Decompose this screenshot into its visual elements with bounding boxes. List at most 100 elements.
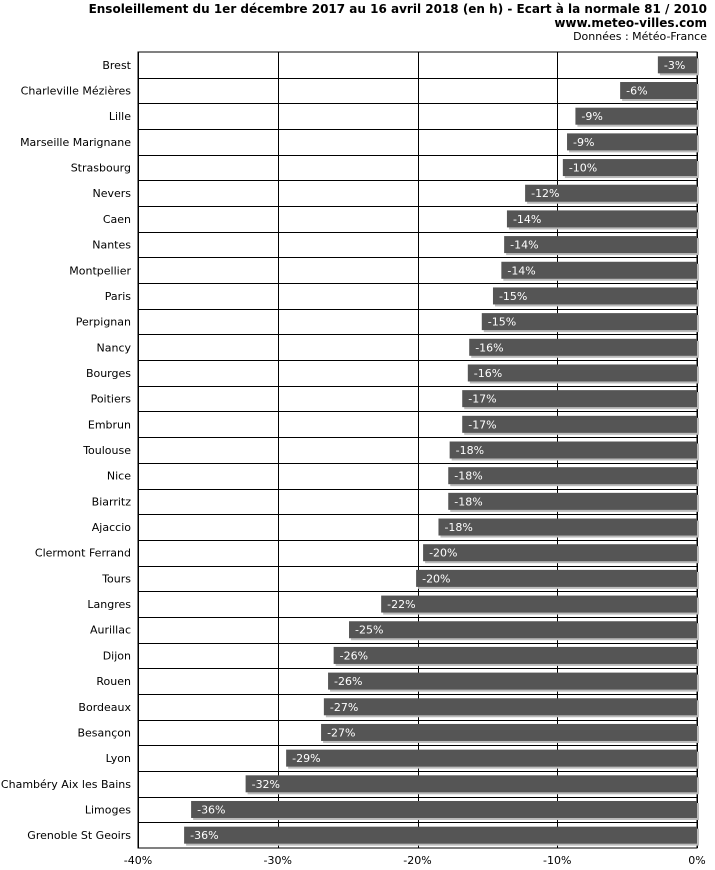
data-label: -22% [387, 598, 415, 611]
bar [333, 646, 697, 664]
category-label: Biarritz [92, 495, 132, 508]
category-label: Ajaccio [92, 521, 131, 534]
bar [321, 723, 697, 741]
data-label: -16% [475, 341, 503, 354]
website-label: www.meteo-villes.com [554, 16, 707, 30]
data-label: -15% [488, 316, 516, 329]
bar [381, 595, 697, 613]
category-label: Marseille Marignane [20, 136, 131, 149]
data-label: -26% [340, 649, 368, 662]
data-label: -9% [581, 110, 602, 123]
data-label: -10% [569, 162, 597, 175]
bar [506, 210, 697, 228]
bar [191, 800, 698, 818]
data-label: -15% [499, 290, 527, 303]
bar [462, 390, 697, 408]
data-label: -32% [252, 778, 280, 791]
data-label: -14% [507, 264, 535, 277]
category-label: Limoges [85, 803, 131, 816]
category-label: Rouen [96, 675, 131, 688]
data-label: -36% [197, 803, 225, 816]
bar [504, 236, 697, 254]
category-label: Lille [109, 110, 131, 123]
bar [328, 672, 697, 690]
category-label: Charleville Mézières [21, 85, 132, 98]
bar [657, 56, 697, 74]
data-label: -3% [664, 59, 685, 72]
category-label: Nice [107, 470, 131, 483]
data-label: -6% [626, 85, 647, 98]
data-label: -9% [573, 136, 594, 149]
chart-title: Ensoleillement du 1er décembre 2017 au 1… [88, 2, 707, 16]
bar [416, 569, 697, 587]
bar [184, 826, 697, 844]
data-label: -25% [355, 624, 383, 637]
category-label: Perpignan [76, 316, 131, 329]
bar [525, 184, 697, 202]
data-label: -14% [513, 213, 541, 226]
category-label: Brest [102, 59, 131, 72]
bar [620, 82, 697, 100]
category-label: Nantes [92, 239, 131, 252]
x-tick-label: -40% [124, 854, 152, 867]
bar [349, 621, 697, 639]
category-label: Toulouse [82, 444, 131, 457]
category-label: Dijon [103, 649, 131, 662]
category-label: Bourges [86, 367, 131, 380]
category-label: Chambéry Aix les Bains [1, 778, 131, 791]
source-label: Données : Météo-France [573, 30, 707, 43]
bar [448, 467, 697, 485]
category-label: Clermont Ferrand [35, 547, 131, 560]
data-label: -18% [444, 521, 472, 534]
data-label: -27% [327, 726, 355, 739]
data-label: -18% [454, 470, 482, 483]
category-label: Aurillac [90, 624, 131, 637]
data-label: -17% [468, 418, 496, 431]
data-label: -36% [190, 829, 218, 842]
bar [438, 518, 697, 536]
bar [481, 313, 697, 331]
bar [501, 261, 697, 279]
data-label: -26% [334, 675, 362, 688]
bar [467, 364, 697, 382]
data-label: -20% [429, 547, 457, 560]
bar [462, 415, 697, 433]
data-label: -12% [531, 187, 559, 200]
category-label: Nevers [92, 187, 131, 200]
x-tick-label: -20% [403, 854, 431, 867]
category-label: Nancy [97, 341, 132, 354]
data-label: -27% [330, 701, 358, 714]
bar [286, 749, 697, 767]
category-label: Poitiers [91, 393, 132, 406]
bar [423, 544, 697, 562]
x-tick-label: -30% [264, 854, 292, 867]
data-label: -18% [456, 444, 484, 457]
bar [469, 338, 697, 356]
bar [323, 698, 697, 716]
bar [245, 775, 698, 793]
data-label: -14% [510, 239, 538, 252]
category-label: Lyon [106, 752, 131, 765]
category-label: Strasbourg [71, 162, 131, 175]
bar [492, 287, 697, 305]
category-label: Paris [105, 290, 131, 303]
category-label: Langres [87, 598, 131, 611]
category-label: Embrun [88, 418, 131, 431]
category-label: Bordeaux [78, 701, 131, 714]
data-label: -29% [292, 752, 320, 765]
bar [567, 133, 697, 151]
data-label: -16% [474, 367, 502, 380]
category-label: Montpellier [69, 264, 131, 277]
x-tick-label: 0% [688, 854, 705, 867]
bar [449, 441, 697, 459]
category-label: Grenoble St Geoirs [27, 829, 131, 842]
bar [575, 107, 697, 125]
category-label: Besançon [77, 726, 131, 739]
bar [448, 492, 697, 510]
bar [562, 159, 697, 177]
data-label: -18% [454, 495, 482, 508]
data-label: -17% [468, 393, 496, 406]
x-tick-label: -10% [543, 854, 571, 867]
category-label: Caen [103, 213, 131, 226]
